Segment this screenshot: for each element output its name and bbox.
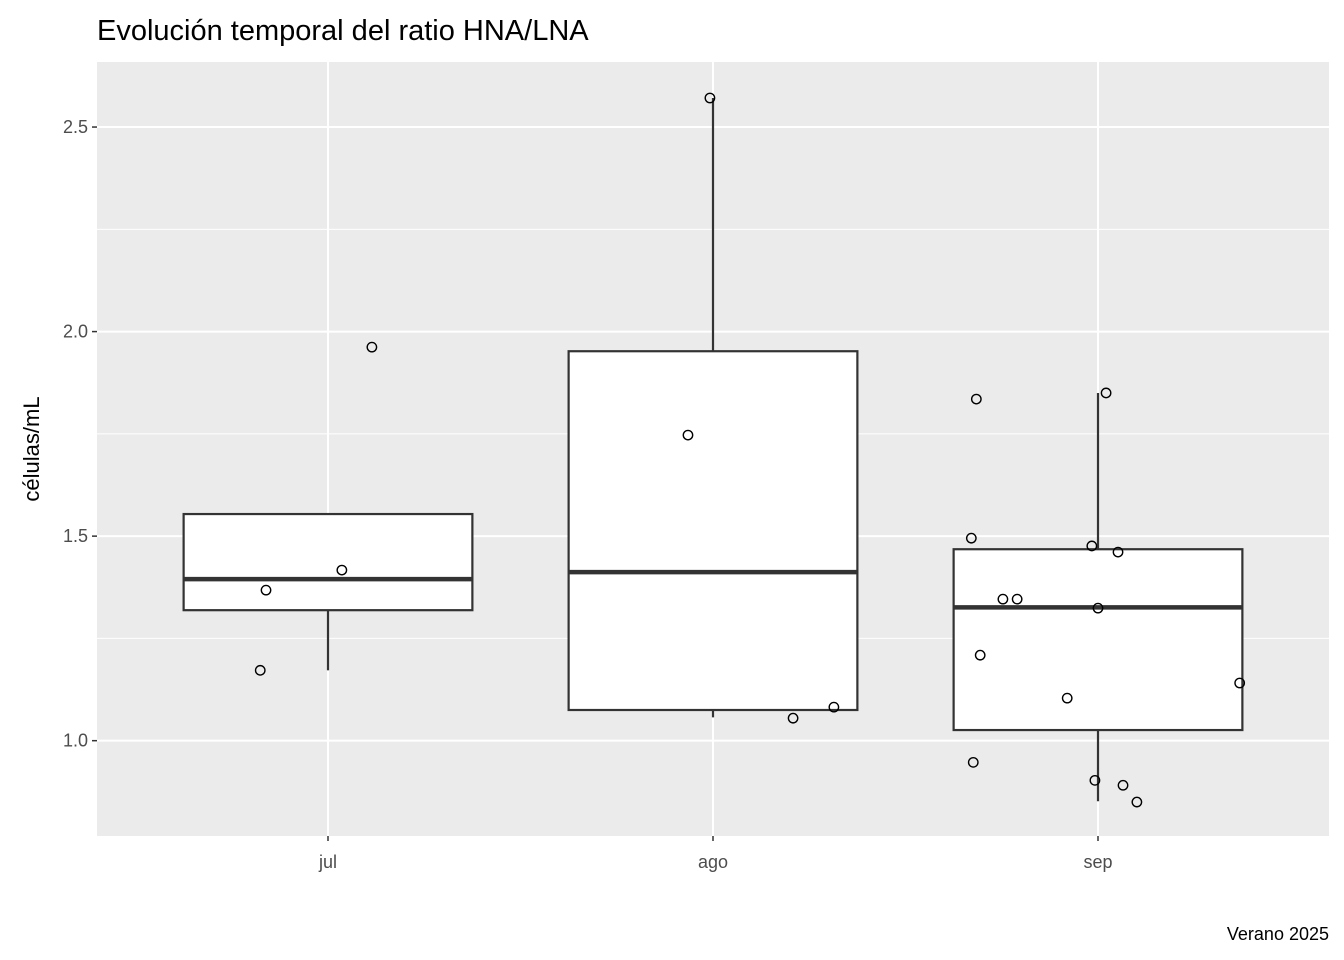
data-point (1061, 692, 1073, 704)
x-tick-label: jul (318, 852, 337, 872)
data-point (1089, 774, 1101, 786)
data-point (828, 701, 840, 713)
chart-title: Evolución temporal del ratio HNA/LNA (97, 15, 589, 47)
data-point (336, 564, 348, 576)
data-point (1086, 540, 1098, 552)
y-tick-label: 1.0 (63, 731, 88, 751)
box-jul (182, 512, 474, 612)
data-point (967, 756, 979, 768)
box-ago (567, 350, 859, 712)
data-point (254, 664, 266, 676)
axes: 1.0 1.5 2.0 2.5 jul ago sep (63, 117, 1113, 872)
data-point (1100, 387, 1112, 399)
data-point (1131, 796, 1143, 808)
data-point (965, 532, 977, 544)
data-point (1234, 677, 1246, 689)
data-point (787, 712, 799, 724)
data-point (1117, 779, 1129, 791)
boxes (182, 98, 1244, 802)
data-point (970, 393, 982, 405)
y-tick-label: 2.0 (63, 322, 88, 342)
y-axis-label: células/mL (19, 396, 44, 501)
x-tick-label: sep (1083, 852, 1112, 872)
points (254, 92, 1246, 808)
data-point (1092, 602, 1104, 614)
data-point (704, 92, 716, 104)
data-point (366, 341, 378, 353)
data-point (1011, 593, 1023, 605)
data-point (682, 429, 694, 441)
caption: Verano 2025 (1227, 924, 1329, 944)
data-point (997, 593, 1009, 605)
data-point (974, 649, 986, 661)
y-tick-label: 2.5 (63, 117, 88, 137)
data-point (260, 584, 272, 596)
data-point (1112, 546, 1124, 558)
box-sep (952, 548, 1244, 732)
y-tick-label: 1.5 (63, 526, 88, 546)
x-tick-label: ago (698, 852, 728, 872)
